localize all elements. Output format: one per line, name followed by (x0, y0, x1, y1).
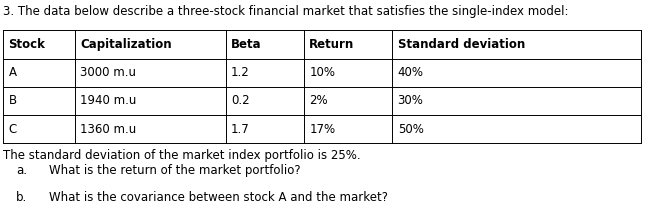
Text: b.: b. (16, 191, 27, 204)
Text: B: B (9, 94, 16, 107)
Text: 1360 m.u: 1360 m.u (80, 122, 137, 136)
Text: 40%: 40% (398, 66, 424, 79)
Text: 1.7: 1.7 (231, 122, 250, 136)
Text: 30%: 30% (398, 94, 424, 107)
Text: Capitalization: Capitalization (80, 38, 172, 51)
Text: 17%: 17% (309, 122, 336, 136)
Text: 3. The data below describe a three-stock financial market that satisfies the sin: 3. The data below describe a three-stock… (3, 5, 569, 18)
Text: 0.2: 0.2 (231, 94, 249, 107)
Text: What is the covariance between stock A and the market?: What is the covariance between stock A a… (49, 191, 388, 204)
Text: a.: a. (16, 164, 27, 177)
Text: C: C (9, 122, 17, 136)
Text: Stock: Stock (9, 38, 45, 51)
Text: 10%: 10% (309, 66, 336, 79)
Text: 1.2: 1.2 (231, 66, 250, 79)
Text: Beta: Beta (231, 38, 262, 51)
Text: Standard deviation: Standard deviation (398, 38, 525, 51)
Text: 2%: 2% (309, 94, 328, 107)
Text: 1940 m.u: 1940 m.u (80, 94, 137, 107)
Text: What is the return of the market portfolio?: What is the return of the market portfol… (49, 164, 301, 177)
Text: 3000 m.u: 3000 m.u (80, 66, 137, 79)
Text: A: A (9, 66, 16, 79)
Text: The standard deviation of the market index portfolio is 25%.: The standard deviation of the market ind… (3, 149, 361, 162)
Text: Return: Return (309, 38, 354, 51)
Text: 50%: 50% (398, 122, 424, 136)
